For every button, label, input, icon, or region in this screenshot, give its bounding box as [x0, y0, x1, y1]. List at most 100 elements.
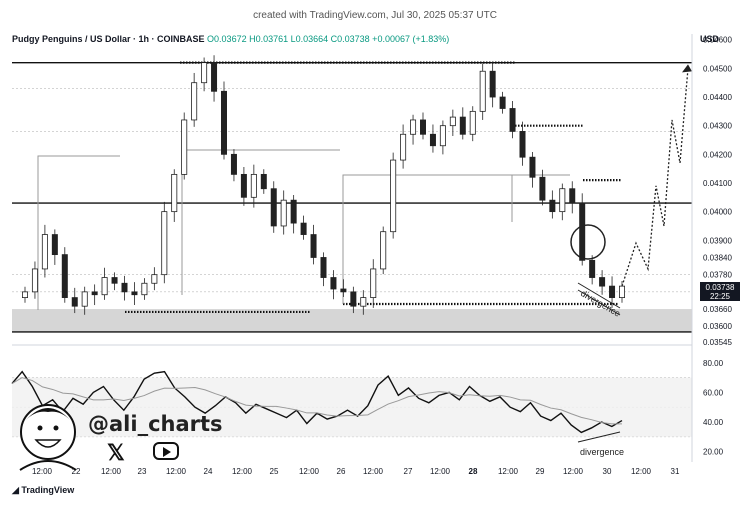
price-tick-label: 0.03900 — [703, 236, 732, 245]
price-tick-label: 0.03600 — [703, 322, 732, 331]
price-tick-label: 0.03660 — [703, 305, 732, 314]
candle — [360, 290, 367, 315]
candle — [270, 181, 277, 233]
time-tick-label: 12:00 — [430, 467, 451, 476]
range-box-1 — [181, 149, 340, 295]
rsi-divergence-line — [577, 431, 621, 443]
price-tick-label: 0.03840 — [703, 253, 732, 262]
candle — [519, 121, 526, 166]
candle — [51, 229, 58, 265]
candle-body — [479, 70, 486, 112]
candle — [41, 224, 48, 278]
time-tick-label: 28 — [469, 467, 478, 476]
range-box-2 — [342, 174, 512, 304]
candle-body — [61, 254, 68, 298]
currency-label[interactable]: USD — [700, 34, 720, 44]
candle — [310, 224, 317, 265]
avatar-hair — [26, 408, 70, 420]
candle — [529, 152, 536, 188]
rsi-tick-label: 60.00 — [703, 388, 724, 397]
candle — [609, 276, 616, 308]
candle-body — [330, 277, 337, 290]
candle-body — [340, 288, 347, 293]
candle-body — [141, 282, 148, 296]
candle-body — [240, 173, 247, 198]
candle — [81, 286, 88, 315]
x-icon: 𝕏 — [107, 440, 125, 465]
candle — [141, 278, 148, 300]
candle-body — [489, 70, 496, 98]
rsi-pane: divergence — [11, 370, 692, 457]
time-tick-label: 31 — [671, 467, 680, 476]
time-tick-label: 12:00 — [631, 467, 652, 476]
candle — [469, 106, 476, 142]
candle-body — [429, 133, 436, 147]
candle — [280, 190, 287, 235]
candle — [31, 261, 38, 299]
price-tick-label: 0.04000 — [703, 208, 732, 217]
projection-path — [621, 68, 689, 287]
avatar-shoulders — [19, 460, 77, 471]
avatar-eye-right — [53, 425, 59, 431]
candle — [151, 267, 158, 291]
time-tick-label: 12:00 — [166, 467, 187, 476]
candle-body — [111, 277, 118, 284]
candle — [549, 190, 556, 219]
candle-body — [509, 108, 516, 132]
candle-body — [250, 173, 257, 198]
avatar-eye-left — [37, 425, 43, 431]
candle-body — [51, 234, 58, 256]
price-tick-label: 0.03780 — [703, 271, 732, 280]
price-divergence-bottom — [577, 289, 621, 316]
candle-body — [121, 282, 128, 293]
tradingview-logo[interactable]: ◢ TradingView — [12, 485, 75, 495]
time-tick-label: 12:00 — [232, 467, 253, 476]
candle — [380, 226, 387, 275]
rsi-tick-label: 80.00 — [703, 359, 724, 368]
candle — [91, 284, 98, 306]
time-tick-label: 12:00 — [563, 467, 584, 476]
last-price-value: 0.03738 — [705, 283, 735, 292]
candle — [599, 270, 606, 295]
time-tick-label: 12:00 — [299, 467, 320, 476]
candle-body — [220, 90, 227, 155]
candle-body — [469, 110, 476, 135]
tradingview-logo-label: TradingView — [21, 485, 75, 495]
candle-body — [599, 277, 606, 287]
candle — [240, 166, 247, 206]
candle-body — [280, 199, 287, 227]
candle-body — [400, 133, 407, 161]
candle — [340, 279, 347, 298]
candle-body — [290, 199, 297, 224]
last-price-tag: 0.03738 22:25 — [700, 282, 740, 301]
candle-body — [161, 211, 168, 276]
candle — [410, 114, 417, 145]
candle — [419, 112, 426, 140]
symbol-info[interactable]: Pudgy Penguins / US Dollar · 1h · COINBA… — [12, 34, 449, 44]
candle — [181, 112, 188, 180]
candle-body — [31, 268, 38, 293]
candle-body — [201, 62, 208, 84]
candle-body — [380, 231, 387, 270]
rsi-ma-line — [11, 377, 622, 425]
created-with-text: created with TradingView.com, Jul 30, 20… — [253, 10, 497, 21]
candle — [171, 169, 178, 222]
candle — [499, 91, 506, 114]
author-handle: @ali_charts — [88, 412, 223, 436]
candle — [61, 247, 68, 303]
time-tick-label: 22 — [72, 467, 81, 476]
candle-body — [91, 291, 98, 296]
candle-body — [300, 222, 307, 235]
candle — [191, 72, 198, 127]
candle-body — [191, 82, 198, 121]
candle — [579, 193, 586, 266]
avatar-smile — [34, 439, 62, 448]
candle-body — [71, 297, 78, 307]
candle — [400, 124, 407, 169]
candle — [330, 270, 337, 300]
candle — [429, 124, 436, 153]
time-tick-label: 23 — [138, 467, 147, 476]
price-tick-label: 0.04600 — [703, 36, 732, 45]
candle — [71, 287, 78, 314]
